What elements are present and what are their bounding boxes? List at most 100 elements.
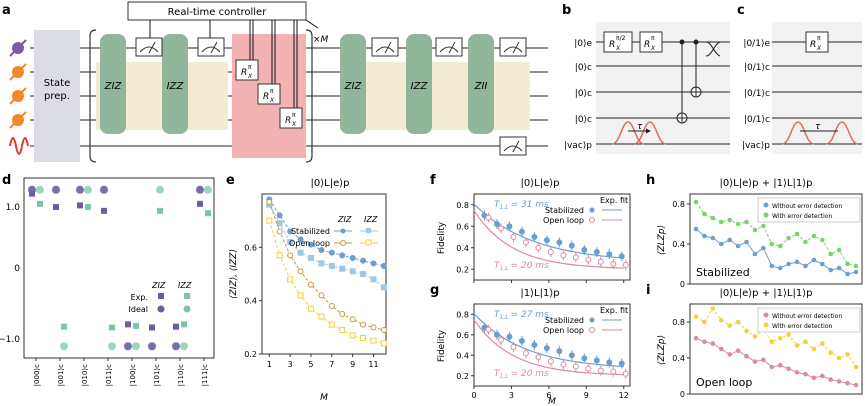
svg-text:X: X [291,121,297,128]
data-point [349,316,356,323]
data-point [702,211,707,217]
photon-wave-icon [9,137,29,155]
data-point [710,306,716,311]
data-point [297,236,304,243]
data-point [752,227,758,233]
ytick-label: 0.8 [672,318,685,327]
data-point [853,382,859,388]
gate-izz-2 [406,34,432,134]
legend-header: ZIZ [337,215,352,224]
legend-marker [589,317,595,323]
data-point [786,235,791,241]
legend-marker [366,228,371,233]
data-point [287,228,294,235]
data-point [718,219,724,225]
data-point [297,268,304,275]
data-point [593,357,600,364]
legend-d: ZIZ IZZ Exp. Ideal [129,281,192,314]
panel-label-d: d [2,173,11,188]
data-point [794,259,800,265]
data-point [597,367,604,374]
data-point [803,239,808,245]
data-point [581,246,588,253]
data-point [518,337,525,344]
data-point [77,202,83,209]
data-point [828,377,834,382]
data-point [328,321,335,328]
panel-label-g: g [430,283,439,298]
data-point [349,255,356,261]
y-axis-label: ⟨ZLZp⟩ [657,225,667,255]
cnot-control-dot [679,39,685,45]
panel-b: b |0⟩e |0⟩c |0⟩c |0⟩c |vac⟩p R π/2 X R π… [562,3,730,154]
wire-label: |0/1⟩e [743,39,770,49]
legend-marker [763,312,769,318]
data-point [769,241,775,247]
data-point [618,253,625,260]
data-point [718,317,724,323]
xtick-label: |000⟩c [33,364,41,386]
ytick-label: 0.4 [672,240,685,249]
xtick-label: |011⟩c [105,364,113,386]
data-point [803,339,808,345]
data-point [124,342,132,351]
data-point [328,263,335,269]
data-point [349,332,356,339]
data-point [276,220,283,227]
legend-label: Open loop [289,239,330,248]
panel-label-f: f [430,173,436,188]
meter-icon [499,136,527,156]
data-point [109,324,115,331]
data-point [506,333,513,340]
legend-marker [763,212,769,218]
data-point [710,215,716,221]
legend-marker [763,202,769,208]
data-point [157,207,163,214]
ytick-label: 0.4 [456,244,469,253]
data-point [581,355,588,362]
legend-marker [184,293,190,299]
data-point [727,352,732,357]
data-point [769,339,775,345]
data-point [380,327,387,333]
ytick-label: 0.6 [456,331,469,340]
legend-g: Exp. fit Stabilized Open loop [543,306,628,335]
ytick-label: 0.2 [244,350,257,359]
xtick-label: 12 [619,391,629,400]
data-point [485,326,492,333]
tau-label: τ [637,122,643,132]
legend-label: With error detection [772,323,832,330]
legend-header: Exp. fit [600,306,628,315]
data-point [543,345,550,352]
wire-label: |0⟩e [574,39,592,49]
data-point [585,365,592,372]
panel-label-i: i [646,283,650,298]
ytick-label: 1.0 [6,203,21,213]
data-point [828,350,834,355]
ytick-label: 0.8 [672,200,685,209]
data-point [266,199,273,205]
data-point [777,265,783,271]
data-point [585,256,592,263]
wire-label: |vac⟩p [742,141,770,151]
data-point [610,260,617,267]
x-axis-label: M [320,393,328,403]
data-point [803,263,808,269]
data-point [794,343,800,348]
data-point [786,332,791,337]
data-point [297,249,304,256]
panel-label-c: c [737,3,745,18]
data-point [811,257,817,263]
data-point [710,235,716,241]
data-point [493,221,500,228]
data-point [718,346,724,352]
data-point [173,323,179,330]
data-point [727,323,732,328]
gate-izz-1 [162,34,188,134]
data-point [531,234,538,240]
data-point [85,203,91,210]
legend-label: Stabilized [291,227,330,236]
data-point [543,237,550,244]
legend-label: With error detection [772,213,832,220]
data-point [752,359,758,364]
